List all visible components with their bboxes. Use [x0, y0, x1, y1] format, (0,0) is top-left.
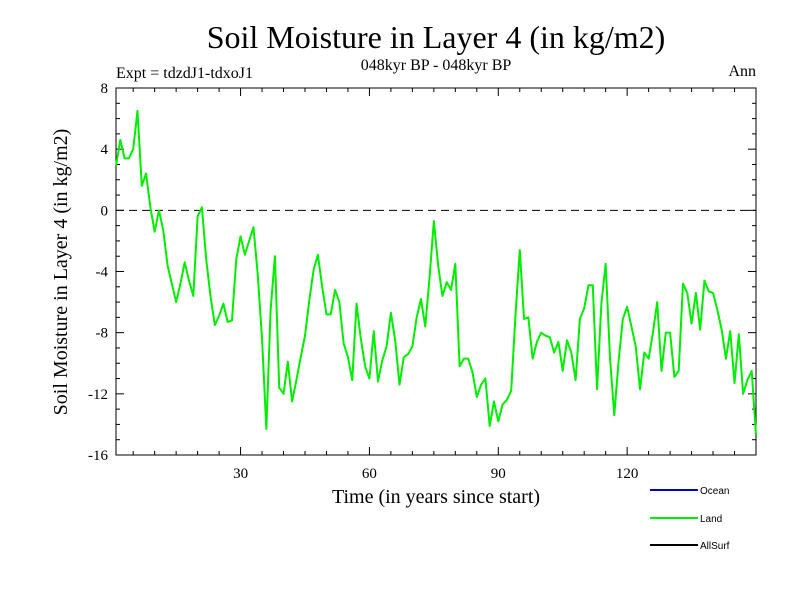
y-tick-label: -16 [88, 448, 108, 464]
experiment-label: Expt = tdzdJ1-tdxoJ1 [116, 65, 253, 82]
y-tick-label: -8 [96, 326, 109, 342]
x-tick-label: 90 [491, 466, 506, 482]
y-tick-label: 0 [101, 203, 109, 219]
x-tick-label: 30 [233, 466, 248, 482]
y-tick-label: 8 [101, 81, 109, 97]
y-tick-label: 4 [101, 142, 109, 158]
y-tick-label: -12 [88, 387, 108, 403]
x-tick-label: 60 [362, 466, 377, 482]
chart-title: Soil Moisture in Layer 4 (in kg/m2) [207, 19, 666, 55]
season-label: Ann [728, 63, 756, 80]
legend-label-allsurf: AllSurf [700, 541, 730, 552]
y-axis-label: Soil Moisture in Layer 4 (in kg/m2) [50, 129, 72, 416]
legend-label-ocean: Ocean [700, 486, 729, 497]
plot-frame [115, 87, 757, 456]
plot-area: 8 4 0 -4 -8 -12 -16 30 60 90 120 [88, 81, 757, 482]
legend: Ocean Land AllSurf [650, 486, 730, 552]
x-tick-label: 120 [616, 466, 639, 482]
legend-label-land: Land [700, 514, 722, 525]
chart-subtitle: 048kyr BP - 048kyr BP [361, 57, 512, 74]
series-line-land [115, 109, 757, 436]
x-axis-label: Time (in years since start) [332, 486, 540, 508]
y-tick-label: -4 [96, 265, 109, 281]
